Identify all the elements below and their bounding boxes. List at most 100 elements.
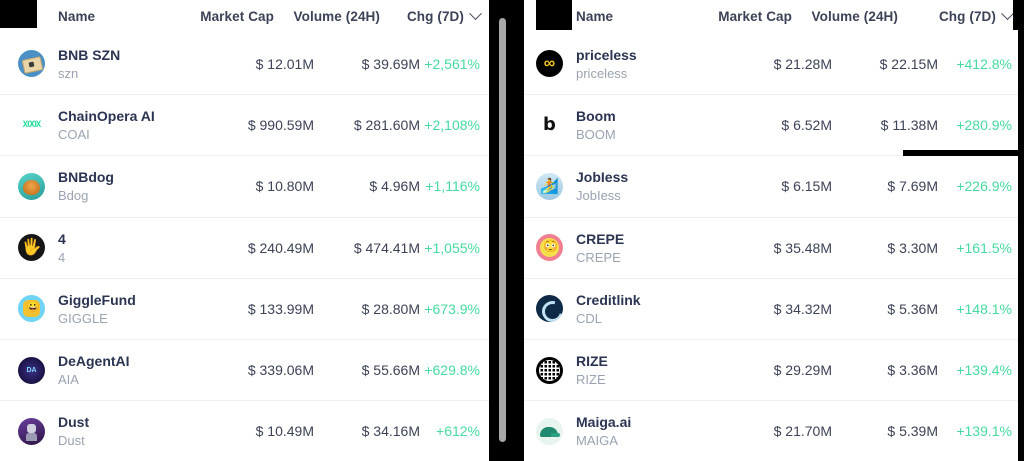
table-body-right: ∞ priceless priceless $ 21.28M $ 22.15M +412.… — [518, 33, 1024, 461]
column-header-market-cap[interactable]: Market Cap — [200, 9, 274, 24]
token-name-cell: 44 — [18, 231, 206, 265]
market-cap-value: $ 240.49M — [247, 239, 314, 256]
token-name: ChainOpera AI — [58, 108, 155, 125]
token-name: Creditlink — [576, 291, 641, 308]
token-symbol: JobIess — [576, 188, 621, 204]
token-name-cell: RIZE RIZE — [536, 353, 724, 387]
token-name-cell: Maiga.ai MAIGA — [536, 414, 724, 448]
token-name: DeAgentAI — [58, 353, 130, 370]
token-labels: Creditlink CDL — [576, 292, 641, 326]
crepe-logo — [536, 234, 563, 262]
change-7d-value: +612% — [436, 423, 480, 440]
market-cap-value: $ 12.01M — [255, 55, 314, 72]
column-header-change[interactable]: Chg (7D) — [380, 7, 484, 24]
change-7d-value: +139.4% — [956, 362, 1012, 379]
chevron-down-icon[interactable] — [1001, 7, 1014, 21]
token-symbol: AIA — [58, 372, 79, 388]
token-symbol: CREPE — [576, 249, 621, 265]
change-7d-value: +673.9% — [424, 300, 480, 317]
token-labels: Boom BOOM — [576, 108, 616, 142]
token-labels: Dust Dust — [58, 414, 89, 448]
rize-logo — [536, 356, 563, 384]
token-name: RIZE — [576, 353, 608, 370]
column-header-name[interactable]: Name — [58, 9, 96, 24]
maiga-logo — [536, 417, 563, 445]
table-row[interactable]: CREPE CREPE $ 35.48M $ 3.30M +161.5% — [518, 216, 1024, 278]
deagentai-logo: DA — [18, 356, 45, 384]
priceless-logo: ∞ — [536, 50, 563, 78]
table-row[interactable]: GiggleFund GIGGLE $ 133.99M $ 28.80M+673.9% — [0, 277, 492, 339]
dust-logo — [18, 417, 45, 445]
column-header-name[interactable]: Name — [576, 9, 614, 24]
table-row[interactable]: ∞ priceless priceless $ 21.28M $ 22.15M +412.… — [518, 33, 1024, 95]
token-labels: Maiga.ai MAIGA — [576, 414, 631, 448]
token-name: JobIess — [576, 169, 629, 186]
token-name-cell: ∞ priceless priceless — [536, 47, 724, 81]
gigglefund-logo — [18, 295, 45, 323]
volume-value: $ 5.39M — [887, 423, 938, 440]
token-labels: ChainOpera AI COAI — [58, 108, 155, 142]
volume-value: $ 281.60M — [353, 117, 420, 134]
token-labels: BNB SZN szn — [58, 47, 120, 81]
market-cap-value: $ 10.80M — [255, 178, 314, 195]
token-name-cell: Dust Dust — [18, 414, 206, 448]
token-symbol: priceless — [576, 65, 628, 81]
jobless-logo — [536, 172, 563, 200]
table-row[interactable]: BNB SZN szn $ 12.01M $ 39.69M +2,561% — [0, 33, 492, 95]
table-row[interactable]: RIZE RIZE $ 29.29M $ 3.36M +139.4% — [518, 338, 1024, 401]
table-row[interactable]: XO OX ChainOpera AI COAI $ 990.59M $ 281.60M +… — [0, 94, 492, 156]
column-header-volume[interactable]: Volume (24H) — [811, 9, 898, 24]
market-cap-value: $ 6.15M — [781, 178, 832, 195]
column-header-change[interactable]: Chg (7D) — [898, 7, 1016, 24]
coai-logo: XO OX — [18, 111, 45, 139]
boom-logo: b — [536, 111, 563, 139]
creditlink-logo — [536, 295, 563, 323]
column-header-volume[interactable]: Volume (24H) — [293, 9, 380, 24]
token-table-left: Name Market Cap Volume (24H) Chg (7D) BN… — [0, 0, 492, 461]
token-labels: priceless priceless — [576, 47, 637, 81]
table-row[interactable]: 44$ 240.49M$ 474.41M+1,055% — [0, 216, 492, 278]
token-symbol: szn — [58, 65, 79, 81]
volume-value: $ 3.36M — [887, 362, 938, 379]
change-7d-value: +629.8% — [424, 362, 480, 379]
column-header-market-cap[interactable]: Market Cap — [718, 9, 792, 24]
market-cap-value: $ 21.70M — [773, 423, 832, 440]
market-cap-value: $ 6.52M — [781, 117, 832, 134]
table-row[interactable]: JobIess JobIess $ 6.15M $ 7.69M +226.9% — [518, 155, 1024, 217]
token-name: BNB SZN — [58, 46, 121, 63]
token-name: Dust — [58, 414, 90, 431]
occlusion-top-left — [0, 0, 37, 28]
volume-value: $ 11.38M — [880, 117, 938, 134]
vertical-scrollbar[interactable] — [499, 18, 506, 442]
table-row[interactable]: Creditlink CDL $ 34.32M $ 5.36M +148.1% — [518, 277, 1024, 339]
token-labels: RIZE RIZE — [576, 353, 608, 387]
token-name-cell: Creditlink CDL — [536, 292, 724, 326]
table-header-right: Name Market Cap Volume (24H) Chg (7D) — [518, 0, 1024, 33]
szn-logo — [18, 50, 45, 78]
token-name: priceless — [576, 46, 637, 63]
market-cap-value: $ 35.48M — [773, 239, 832, 256]
change-7d-value: +139.1% — [956, 423, 1012, 440]
token-name-cell: b Boom BOOM — [536, 108, 724, 142]
market-cap-value: $ 21.28M — [773, 55, 832, 72]
occlusion-right-top-corner — [1013, 0, 1024, 30]
table-header-left: Name Market Cap Volume (24H) Chg (7D) — [0, 0, 492, 33]
table-row[interactable]: Dust Dust $ 10.49M $ 34.16M +612% — [0, 400, 492, 461]
token-name: BNBdog — [58, 169, 114, 186]
table-row[interactable]: Maiga.ai MAIGA $ 21.70M $ 5.39M +139.1% — [518, 400, 1024, 461]
token-symbol: RIZE — [576, 372, 606, 388]
chevron-down-icon[interactable] — [469, 7, 482, 21]
volume-value: $ 7.69M — [887, 178, 938, 195]
table-row[interactable]: b Boom BOOM $ 6.52M $ 11.38M +280.9% — [518, 94, 1024, 156]
volume-value: $ 3.30M — [887, 239, 938, 256]
token-labels: JobIess JobIess — [576, 169, 628, 203]
market-cap-value: $ 10.49M — [255, 423, 314, 440]
token-name: Boom — [576, 108, 616, 125]
volume-value: $ 55.66M — [361, 362, 420, 379]
table-row[interactable]: BNBdog Bdog $ 10.80M $ 4.96M +1,116% — [0, 155, 492, 217]
market-cap-value: $ 34.32M — [773, 300, 832, 317]
token-symbol: BOOM — [576, 127, 616, 143]
table-row[interactable]: DA DeAgentAI AIA $ 339.06M $ 55.66M +629.8% — [0, 338, 492, 401]
change-7d-value: +2,108% — [424, 117, 480, 134]
